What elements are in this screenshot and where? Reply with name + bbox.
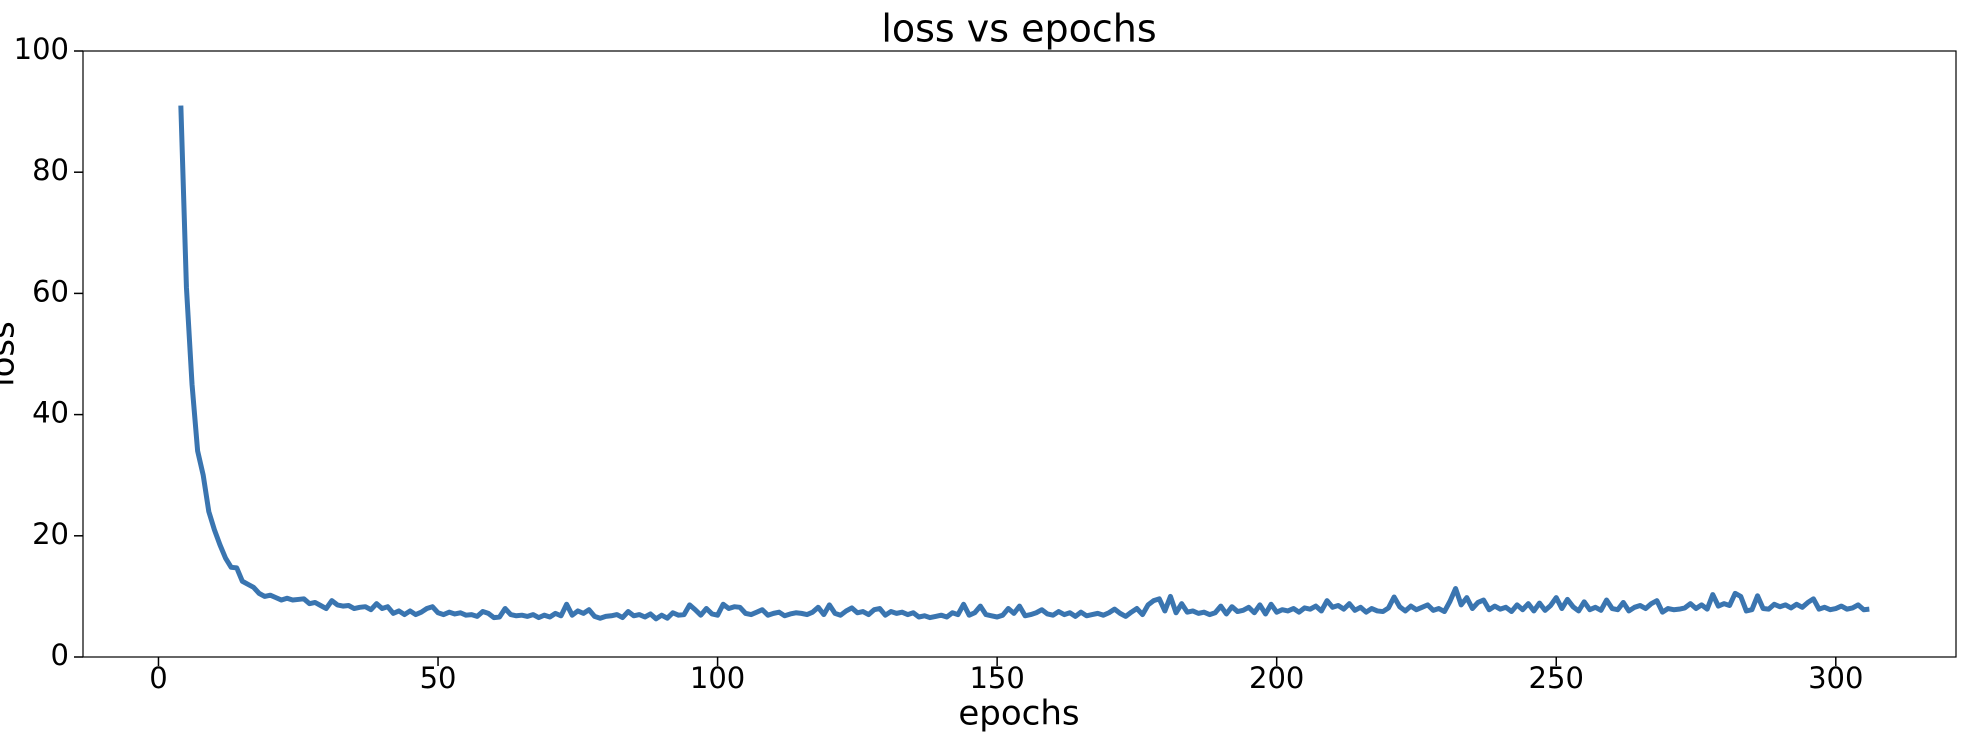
y-axis-label: loss xyxy=(0,321,23,387)
x-tick-label: 150 xyxy=(969,661,1024,695)
chart-title: loss vs epochs xyxy=(881,7,1156,51)
y-tick-label: 80 xyxy=(32,153,69,187)
x-axis-label: epochs xyxy=(958,694,1079,734)
x-tick-label: 200 xyxy=(1249,661,1304,695)
y-tick-label: 0 xyxy=(51,638,69,672)
y-tick-label: 20 xyxy=(32,517,69,551)
x-tick-label: 300 xyxy=(1808,661,1863,695)
x-tick-label: 250 xyxy=(1529,661,1584,695)
x-tick-label: 50 xyxy=(420,661,457,695)
plot-frame xyxy=(82,50,1957,658)
y-tick-label: 40 xyxy=(32,396,69,430)
x-tick-label: 0 xyxy=(149,661,167,695)
loss-line xyxy=(178,105,1870,622)
y-tick-label: 60 xyxy=(32,274,69,308)
y-tick-label: 100 xyxy=(14,32,69,66)
x-tick-label: 100 xyxy=(690,661,745,695)
